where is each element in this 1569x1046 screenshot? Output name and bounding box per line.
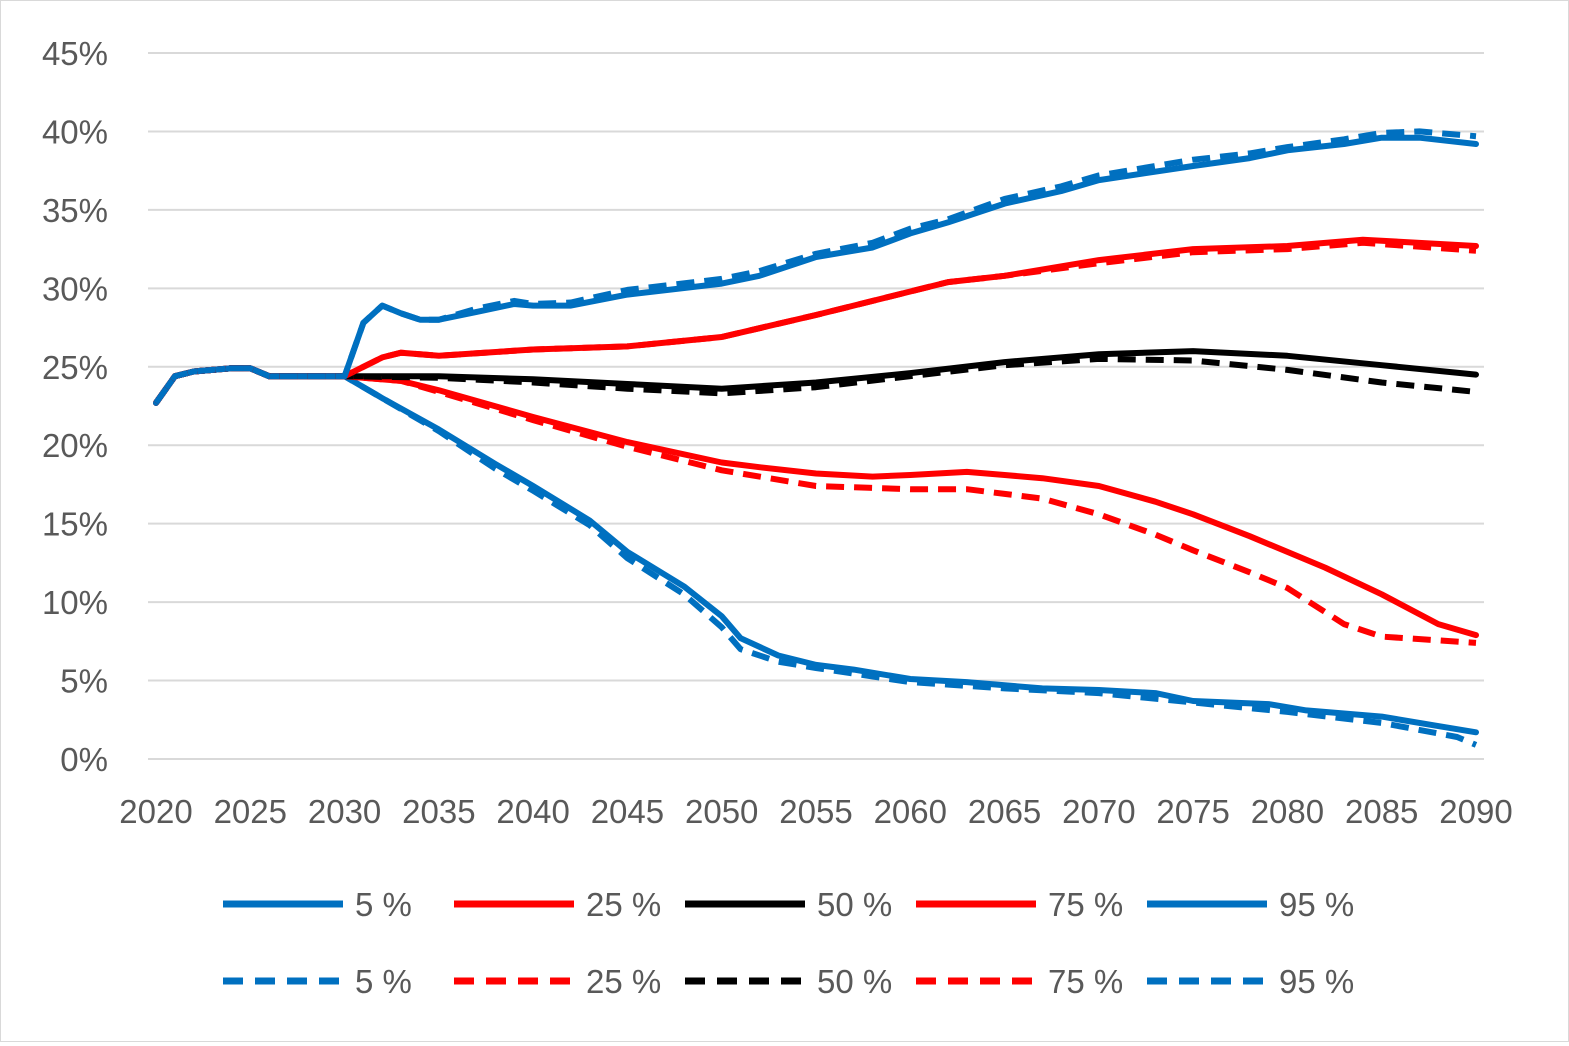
legend-label: 5 % [355,963,412,1000]
x-tick-label: 2030 [308,793,381,830]
legend: 5 % 25 % 50 % 75 % 95 % 5 % 25 % 50 % 75 % 95 % [223,886,1354,1000]
series-line-solid-95 [153,134,1479,406]
x-axis-ticks: 2020 2025 2030 2035 2040 2045 2050 2055 2060 2065… [119,793,1512,830]
series-line-dashed-50 [153,355,1477,405]
x-tick-label: 2055 [779,793,852,830]
y-tick-label: 20% [42,427,108,464]
x-tick-label: 2050 [685,793,758,830]
x-tick-label: 2020 [119,793,192,830]
legend-label: 25 % [586,886,661,923]
legend-label: 95 % [1279,886,1354,923]
gridlines [148,52,1484,760]
series-line-solid-50 [153,348,1479,406]
y-tick-label: 5% [60,663,108,700]
x-tick-label: 2085 [1345,793,1418,830]
series-line-dashed-25 [153,365,1477,646]
y-tick-label: 0% [60,741,108,778]
x-tick-label: 2040 [496,793,569,830]
series-line-dashed-95 [153,128,1477,405]
y-tick-label: 15% [42,506,108,543]
y-tick-label: 25% [42,349,108,386]
legend-label: 50 % [817,963,892,1000]
legend-label: 75 % [1048,963,1123,1000]
legend-label: 75 % [1048,886,1123,923]
legend-label: 25 % [586,963,661,1000]
series-line-solid-25 [153,365,1479,639]
x-tick-label: 2065 [968,793,1041,830]
x-tick-label: 2025 [214,793,287,830]
x-tick-label: 2035 [402,793,475,830]
legend-label: 5 % [355,886,412,923]
y-axis-ticks: 0% 5% 10% 15% 20% 25% 30% 35% 40% 45% [42,35,108,778]
y-tick-label: 40% [42,113,108,150]
series-line-dashed-5 [153,365,1478,748]
legend-label: 50 % [817,886,892,923]
x-tick-label: 2075 [1156,793,1229,830]
y-tick-label: 45% [42,35,108,72]
y-tick-label: 10% [42,584,108,621]
series-lines [153,128,1479,748]
y-tick-label: 30% [42,270,108,307]
y-tick-label: 35% [42,192,108,229]
x-tick-label: 2090 [1439,793,1512,830]
x-tick-label: 2080 [1251,793,1324,830]
x-tick-label: 2045 [591,793,664,830]
x-tick-label: 2070 [1062,793,1135,830]
legend-label: 95 % [1279,963,1354,1000]
x-tick-label: 2060 [874,793,947,830]
